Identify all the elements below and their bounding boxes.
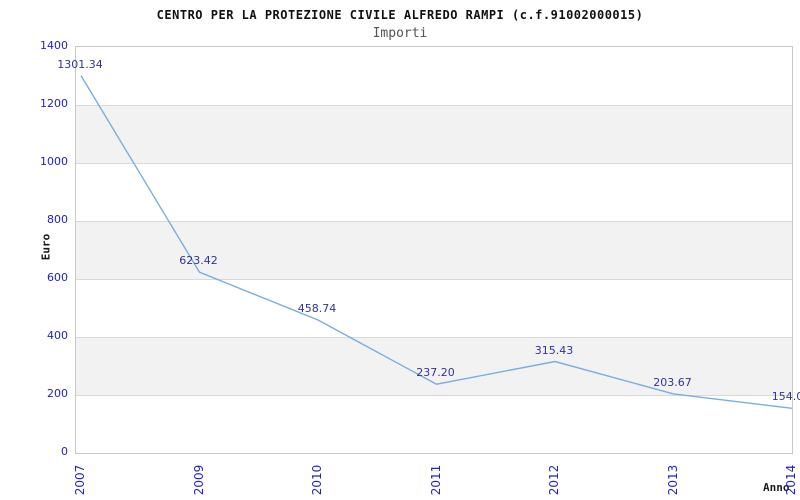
data-label: 237.20 bbox=[416, 366, 455, 380]
gridline bbox=[76, 337, 792, 338]
plot-band bbox=[76, 221, 792, 279]
y-tick-label: 1200 bbox=[40, 97, 68, 110]
series-line bbox=[80, 75, 793, 410]
data-label: 203.67 bbox=[653, 375, 692, 389]
data-label: 1301.34 bbox=[57, 57, 103, 71]
x-tick-label: 2009 bbox=[191, 464, 206, 496]
plot-band bbox=[76, 395, 792, 453]
gridline bbox=[76, 105, 792, 106]
x-axis-title: Anno bbox=[763, 481, 790, 494]
plot-band bbox=[76, 337, 792, 395]
plot-area bbox=[75, 46, 793, 454]
y-tick-label: 1400 bbox=[40, 39, 68, 52]
plot-band bbox=[76, 47, 792, 105]
x-tick-label: 2014 bbox=[784, 464, 798, 496]
chart-title: CENTRO PER LA PROTEZIONE CIVILE ALFREDO … bbox=[156, 8, 644, 22]
data-label: 458.74 bbox=[297, 301, 337, 315]
x-tick-label: 2013 bbox=[665, 464, 680, 496]
y-tick-label: 200 bbox=[47, 387, 68, 400]
y-axis-title: Euro bbox=[39, 233, 53, 261]
plot-band bbox=[76, 105, 792, 163]
gridline bbox=[76, 221, 792, 222]
y-tick-label: 1000 bbox=[40, 155, 68, 168]
y-tick-label: 800 bbox=[47, 213, 68, 226]
y-tick-label: 600 bbox=[47, 271, 68, 284]
y-tick-label: 400 bbox=[47, 329, 68, 342]
x-tick-label: 2012 bbox=[547, 464, 561, 496]
gridline bbox=[76, 163, 792, 164]
series-svg bbox=[80, 75, 793, 410]
gridline bbox=[76, 279, 792, 280]
data-label: 154.00 bbox=[771, 390, 800, 404]
data-label: 315.43 bbox=[534, 343, 574, 357]
x-tick-label: 2007 bbox=[73, 464, 87, 496]
gridline bbox=[76, 395, 792, 396]
data-label: 623.42 bbox=[179, 254, 218, 268]
y-axis-title-box: Euro bbox=[34, 232, 58, 262]
y-tick-label: 0 bbox=[61, 445, 68, 458]
x-tick-label: 2010 bbox=[310, 464, 324, 496]
x-tick-label: 2011 bbox=[428, 464, 443, 496]
plot-band bbox=[76, 163, 792, 221]
chart-subtitle: Importi bbox=[372, 26, 428, 41]
plot-band bbox=[76, 279, 792, 337]
